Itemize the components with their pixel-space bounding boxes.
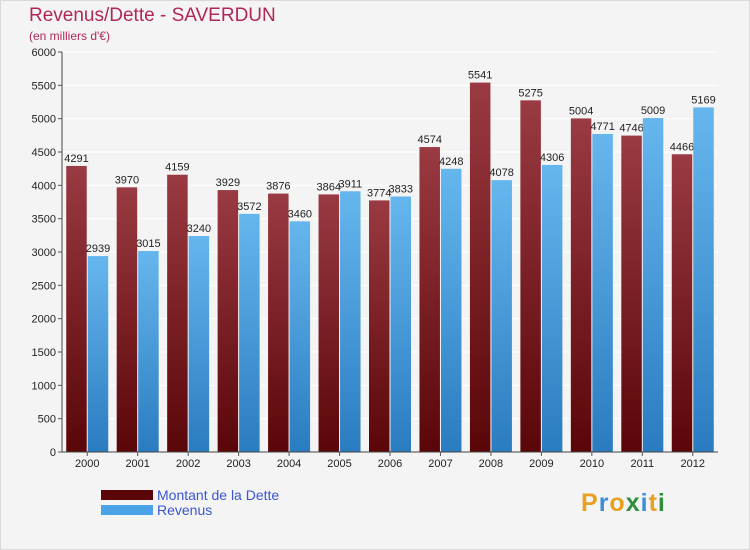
bar-dette-2009 [520, 100, 541, 452]
value-label-dette-2005: 3864 [317, 181, 341, 193]
logo-letter: i [640, 489, 649, 517]
value-label-dette-2010: 5004 [569, 105, 593, 117]
logo-letter: P [581, 489, 599, 517]
bar-revenus-2004 [289, 221, 311, 452]
y-tick-label-3500: 3500 [32, 214, 56, 226]
value-label-revenus-2000: 2939 [86, 243, 110, 255]
x-tick-label-2001: 2001 [125, 458, 149, 470]
bar-revenus-2002 [188, 236, 210, 452]
x-tick-label-2007: 2007 [428, 458, 452, 470]
bar-dette-2005 [318, 194, 340, 452]
x-tick-label-2011: 2011 [630, 458, 654, 470]
value-label-dette-2003: 3929 [216, 177, 240, 189]
value-label-dette-2002: 4159 [165, 162, 189, 174]
bar-revenus-2010 [592, 133, 613, 452]
bar-revenus-2008 [491, 180, 512, 452]
bar-revenus-2011 [642, 118, 664, 453]
logo-letter: r [598, 489, 610, 517]
y-tick-label-2500: 2500 [32, 280, 56, 292]
value-label-revenus-2010: 4771 [590, 121, 614, 133]
bar-dette-2011 [621, 135, 642, 452]
x-tick-label-2002: 2002 [176, 458, 200, 470]
value-label-revenus-2008: 4078 [489, 167, 513, 179]
x-tick-label-2008: 2008 [479, 458, 503, 470]
chart-subtitle: (en milliers d'€) [29, 29, 110, 43]
x-tick-label-2006: 2006 [378, 458, 402, 470]
bar-revenus-2006 [390, 196, 411, 452]
y-tick-label-500: 500 [38, 414, 56, 426]
value-label-dette-2001: 3970 [115, 174, 139, 186]
value-label-revenus-2011: 5009 [641, 105, 665, 117]
bar-revenus-2007 [440, 168, 462, 453]
legend-label-revenus: Revenus [157, 502, 213, 518]
y-tick-label-5500: 5500 [32, 80, 56, 92]
bar-dette-2003 [217, 190, 239, 453]
x-tick-label-2000: 2000 [75, 458, 99, 470]
value-label-revenus-2007: 4248 [439, 156, 463, 168]
bar-revenus-2009 [541, 164, 563, 452]
x-tick-label-2010: 2010 [580, 458, 604, 470]
value-label-revenus-2004: 3460 [288, 208, 312, 220]
value-label-dette-2004: 3876 [266, 181, 290, 193]
value-label-revenus-2012: 5169 [691, 94, 715, 106]
legend-item-dette: Montant de la Dette [101, 487, 279, 503]
bar-dette-2001 [116, 187, 138, 453]
y-tick-label-0: 0 [50, 447, 56, 459]
chart-title: Revenus/Dette - SAVERDUN [29, 5, 276, 26]
bar-dette-2010 [570, 118, 592, 453]
bar-revenus-2001 [138, 251, 159, 452]
bar-dette-2002 [167, 174, 188, 452]
bar-dette-2012 [671, 154, 693, 452]
y-tick-label-3000: 3000 [32, 247, 56, 259]
x-tick-label-2004: 2004 [277, 458, 301, 470]
logo-letter: x [625, 489, 641, 517]
logo-letter: t [648, 489, 658, 517]
bar-dette-2006 [369, 200, 390, 452]
legend-item-revenus: Revenus [101, 502, 212, 518]
value-label-revenus-2006: 3833 [389, 183, 413, 195]
bar-revenus-2003 [239, 213, 260, 452]
x-tick-label-2003: 2003 [226, 458, 250, 470]
value-label-revenus-2003: 3572 [237, 201, 261, 213]
value-label-dette-2008: 5541 [468, 70, 492, 82]
value-label-revenus-2009: 4306 [540, 152, 564, 164]
value-label-dette-2006: 3774 [367, 187, 391, 199]
legend-label-dette: Montant de la Dette [157, 487, 280, 503]
value-label-dette-2000: 4291 [64, 153, 88, 165]
value-label-dette-2012: 4466 [670, 141, 694, 153]
y-tick-label-1500: 1500 [32, 347, 56, 359]
proxiti-logo: Proxiti [581, 489, 666, 518]
bar-dette-2008 [469, 82, 491, 452]
x-tick-label-2005: 2005 [327, 458, 351, 470]
bar-revenus-2005 [340, 191, 361, 452]
value-label-revenus-2005: 3911 [338, 178, 362, 190]
legend-swatch-dette [101, 490, 153, 500]
y-tick-label-4500: 4500 [32, 147, 56, 159]
y-tick-label-2000: 2000 [32, 314, 56, 326]
y-tick-label-1000: 1000 [32, 380, 56, 392]
bar-dette-2000 [66, 165, 87, 452]
y-tick-label-6000: 6000 [32, 47, 56, 59]
value-label-revenus-2001: 3015 [136, 238, 160, 250]
y-tick-label-5000: 5000 [32, 114, 56, 126]
value-label-dette-2007: 4574 [417, 134, 441, 146]
x-tick-label-2012: 2012 [681, 458, 705, 470]
logo-letter: o [609, 489, 626, 517]
value-label-dette-2011: 4746 [619, 123, 643, 135]
bar-revenus-2012 [693, 107, 714, 453]
value-label-dette-2009: 5275 [518, 87, 542, 99]
bar-dette-2007 [419, 147, 440, 453]
logo-letter: i [657, 489, 666, 517]
bar-revenus-2000 [87, 256, 109, 452]
y-tick-label-4000: 4000 [32, 180, 56, 192]
value-label-revenus-2002: 3240 [187, 223, 211, 235]
bar-dette-2004 [268, 193, 289, 452]
x-tick-label-2009: 2009 [529, 458, 553, 470]
legend-swatch-revenus [101, 505, 153, 515]
